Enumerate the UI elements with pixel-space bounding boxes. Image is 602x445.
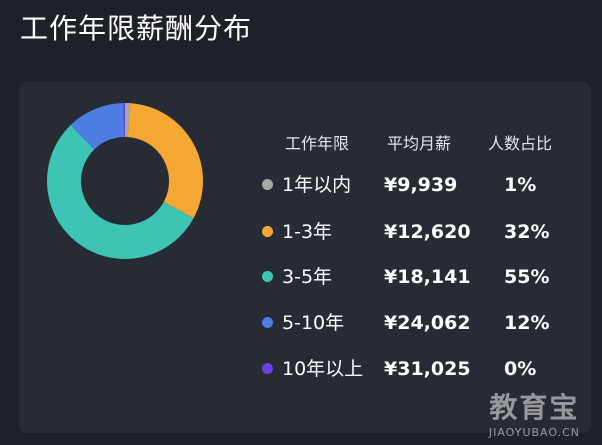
- watermark-url: JIAOYUBAO.CN: [488, 426, 580, 439]
- salary-value: ¥12,620: [384, 221, 471, 243]
- years-label: 1-3年: [282, 221, 333, 243]
- header-years: 工作年限: [285, 134, 350, 153]
- legend-dot-icon: [262, 179, 273, 190]
- page-title: 工作年限薪酬分布: [20, 12, 253, 45]
- legend-dot-icon: [262, 317, 273, 328]
- legend-dot-icon: [262, 271, 273, 282]
- years-label: 5-10年: [282, 312, 345, 334]
- table-row: 5-10年 ¥24,062 12%: [250, 308, 570, 338]
- salary-value: ¥9,939: [384, 174, 458, 196]
- header-share: 人数占比: [488, 134, 553, 153]
- share-value: 32%: [504, 221, 550, 243]
- share-value: 0%: [504, 358, 537, 380]
- watermark-logo-text: 教育宝: [489, 391, 580, 424]
- donut-slice-5: [123, 103, 125, 138]
- table-row: 1年以内 ¥9,939 1%: [250, 170, 570, 200]
- legend-dot-icon: [262, 226, 273, 237]
- years-label: 1年以内: [282, 174, 352, 196]
- donut-chart: [47, 103, 204, 259]
- table-row: 3-5年 ¥18,141 55%: [250, 262, 570, 292]
- donut-slice-3: [47, 125, 194, 259]
- table-row: 10年以上 ¥31,025 0%: [250, 354, 570, 384]
- donut-slice-4: [70, 103, 125, 150]
- share-value: 1%: [504, 174, 537, 196]
- share-value: 12%: [504, 312, 550, 334]
- donut-slice-2: [127, 103, 204, 219]
- table-row: 1-3年 ¥12,620 32%: [250, 217, 570, 247]
- watermark: 教育宝 JIAOYUBAO.CN: [489, 386, 580, 439]
- legend-dot-icon: [262, 363, 273, 374]
- salary-value: ¥24,062: [384, 312, 471, 334]
- share-value: 55%: [504, 266, 550, 288]
- salary-value: ¥31,025: [384, 358, 471, 380]
- years-label: 3-5年: [282, 266, 333, 288]
- years-label: 10年以上: [282, 358, 364, 380]
- donut-slice-1: [125, 103, 130, 138]
- salary-value: ¥18,141: [384, 266, 471, 288]
- header-salary: 平均月薪: [387, 134, 452, 153]
